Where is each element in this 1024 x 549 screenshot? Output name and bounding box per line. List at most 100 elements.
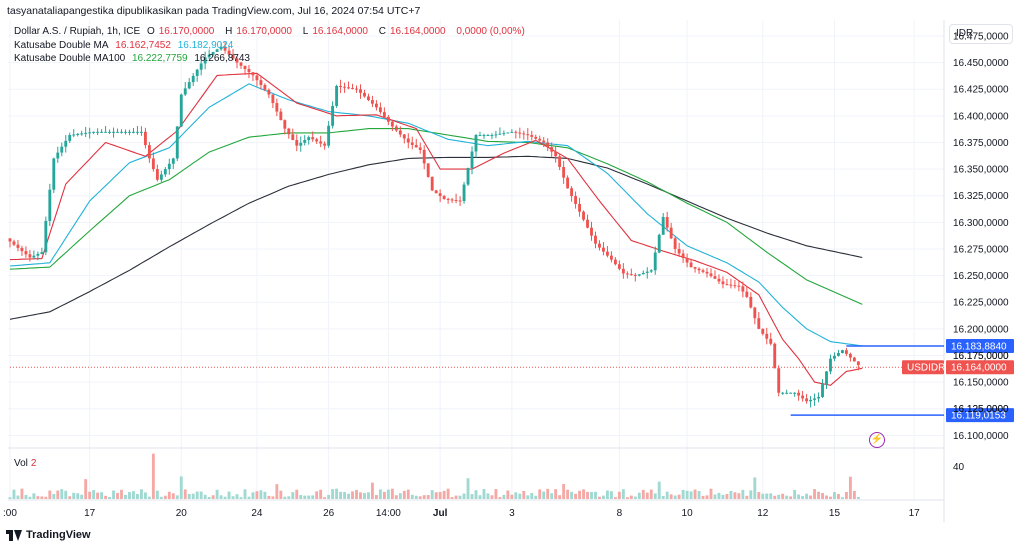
volume-bar xyxy=(56,490,60,499)
ma100-fast-line xyxy=(9,128,863,305)
volume-bar xyxy=(283,496,287,499)
candle-body xyxy=(821,384,824,398)
volume-bar xyxy=(825,495,828,499)
volume-bar xyxy=(538,489,542,499)
candle-body xyxy=(378,107,382,113)
volume-bar xyxy=(586,491,589,499)
candle-body xyxy=(191,75,195,83)
volume-bar xyxy=(773,495,777,499)
volume-bar xyxy=(147,496,151,499)
candle-body xyxy=(677,248,681,254)
candle-body xyxy=(88,132,92,134)
volume-bar xyxy=(235,494,239,499)
volume-bar xyxy=(785,495,789,499)
current-symbol-label[interactable]: USDIDR xyxy=(902,360,945,375)
candle-body xyxy=(418,147,422,150)
volume-bar xyxy=(136,493,139,499)
candle-body xyxy=(259,80,263,85)
current-price-label-bg xyxy=(946,360,1014,375)
candle-body xyxy=(339,86,343,88)
volume-bar xyxy=(566,489,570,499)
volume-bar xyxy=(116,492,119,499)
candle-body xyxy=(239,62,243,66)
candle-body xyxy=(48,189,52,221)
candle-body xyxy=(255,75,259,81)
volume-bar xyxy=(255,491,259,499)
volume-bar xyxy=(319,489,323,499)
candle-body xyxy=(494,134,498,136)
volume-bar xyxy=(733,492,737,499)
volume-bar xyxy=(522,491,526,499)
volume-bar xyxy=(367,492,370,499)
volume-bar xyxy=(677,494,681,499)
time-tick-label: 15 xyxy=(829,508,841,519)
candle-body xyxy=(132,131,135,133)
candle-body xyxy=(721,281,725,285)
volume-bar xyxy=(502,494,506,499)
volume-bar xyxy=(681,489,685,499)
time-tick-label: 14:00 xyxy=(376,508,401,519)
high-marker-label[interactable]: 16.183,8840 xyxy=(946,339,1014,354)
volume-bar xyxy=(805,493,809,499)
candle-body xyxy=(267,89,271,95)
time-axis[interactable]: :00 17 20 24 26 14:00 Jul 3 8 10 12 15 17 xyxy=(3,508,920,519)
candle-body xyxy=(606,251,609,256)
currency-selector[interactable]: IDR xyxy=(949,24,1013,44)
volume-bar xyxy=(247,496,251,499)
volume-bar xyxy=(92,490,96,499)
candle-body xyxy=(382,112,386,117)
candle-body xyxy=(80,133,84,135)
candle-body xyxy=(685,258,689,263)
candle-body xyxy=(805,398,809,402)
flash-icon[interactable]: ⚡ xyxy=(869,432,885,448)
price-tick-label: 16.175,0000 xyxy=(953,351,1009,362)
ma100-value-slow: 16.266,8743 xyxy=(194,53,250,64)
candle-body xyxy=(275,103,279,112)
volume-value: 2 xyxy=(30,458,37,469)
ma-legend[interactable]: Katusabe Double MA 16.162,7452 16.182,90… xyxy=(14,40,237,51)
volume-bar xyxy=(705,495,709,499)
ma100-name: Katusabe Double MA100 xyxy=(14,53,126,64)
candle-body xyxy=(761,328,765,334)
volume-bar xyxy=(48,490,52,499)
candle-body xyxy=(697,268,701,271)
volume-bar xyxy=(697,490,701,499)
volume-bar xyxy=(363,492,366,499)
candle-body xyxy=(789,392,793,394)
candle-body xyxy=(163,169,167,175)
volume-bar xyxy=(470,494,474,499)
candle-body xyxy=(777,368,781,393)
candle-body xyxy=(645,271,649,273)
current-price-label[interactable]: 16.164,0000 xyxy=(946,360,1014,375)
ma100-legend[interactable]: Katusabe Double MA100 16.222,7759 16.266… xyxy=(14,53,254,64)
volume-bar xyxy=(737,493,741,499)
open-label: O xyxy=(146,26,155,37)
volume-bar xyxy=(821,493,824,499)
low-marker-label[interactable]: 16.119,0153 xyxy=(946,408,1014,423)
candle-body xyxy=(629,274,633,276)
candle-body xyxy=(649,270,653,272)
volume-bar xyxy=(701,495,705,499)
volume-bar xyxy=(466,478,470,499)
candle-body xyxy=(283,120,287,129)
candle-body xyxy=(673,238,677,249)
volume-bar xyxy=(191,493,195,499)
candle-body xyxy=(848,353,852,358)
volume-bar xyxy=(323,497,327,499)
volume-bar xyxy=(426,495,430,499)
volume-bar xyxy=(8,497,12,499)
volume-bar xyxy=(590,491,593,499)
time-tick-label: Jul xyxy=(433,508,448,519)
volume-legend: Vol 2 xyxy=(14,458,36,469)
volume-bar xyxy=(645,492,649,499)
volume-bar xyxy=(183,489,187,499)
candle-body xyxy=(661,217,665,235)
candle-body xyxy=(769,338,773,344)
price-tick-label: 16.300,0000 xyxy=(953,218,1009,229)
candle-body xyxy=(227,50,231,55)
candle-body xyxy=(446,198,450,200)
volume-bar xyxy=(60,489,64,499)
price-axis[interactable]: 16.475,0000 16.450,0000 16.425,0000 16.400,… xyxy=(953,31,1009,473)
candle-body xyxy=(669,227,673,239)
